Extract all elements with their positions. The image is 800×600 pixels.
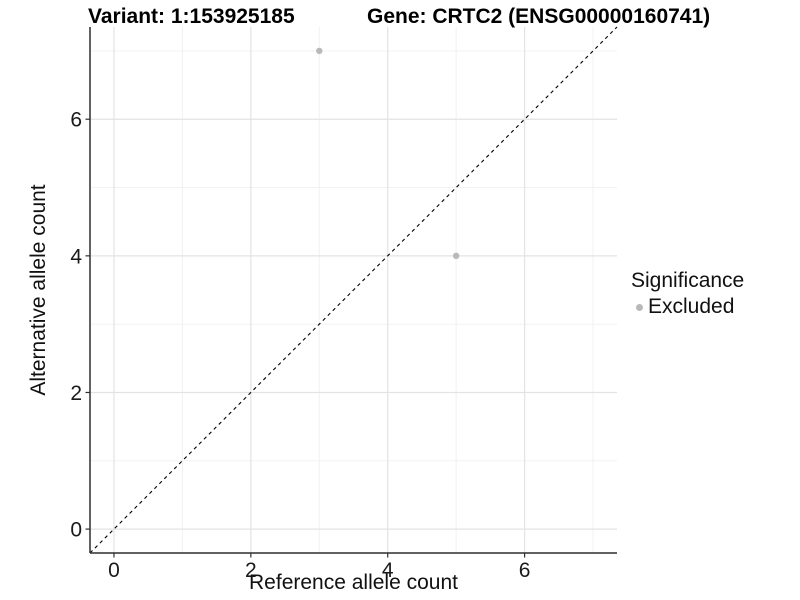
y-tick-label: 2 xyxy=(70,382,82,405)
data-point xyxy=(316,47,323,55)
variant-title: Variant: 1:153925185 xyxy=(88,5,295,28)
data-point xyxy=(452,252,460,260)
excluded-point-icon xyxy=(636,303,643,311)
x-tick-label: 6 xyxy=(519,559,531,582)
axis-lines xyxy=(89,27,617,554)
y-tick-label: 6 xyxy=(70,109,82,132)
gene-title: Gene: CRTC2 (ENSG00000160741) xyxy=(367,5,711,28)
legend: Significance Excluded xyxy=(631,269,744,319)
major-gridlines xyxy=(90,27,617,553)
axis-ticks xyxy=(85,118,526,558)
x-tick-label: 4 xyxy=(382,559,394,582)
x-tick-label: 0 xyxy=(108,559,120,582)
x-axis-title: Reference allele count xyxy=(249,571,458,594)
y-axis-title: Alternative allele count xyxy=(27,184,50,396)
minor-gridlines xyxy=(90,27,617,553)
identity-line xyxy=(89,26,618,554)
y-tick-label: 0 xyxy=(70,519,82,542)
data-points xyxy=(316,47,460,260)
y-tick-label: 4 xyxy=(70,245,82,268)
legend-title: Significance xyxy=(631,269,745,292)
legend-item-excluded: Excluded xyxy=(631,295,744,319)
x-tick-label: 2 xyxy=(245,559,257,582)
tick-labels: 0 2 4 6 0 2 4 6 xyxy=(70,109,530,582)
legend-item-label: Excluded xyxy=(648,295,735,318)
identity-dashed-line xyxy=(89,26,618,554)
